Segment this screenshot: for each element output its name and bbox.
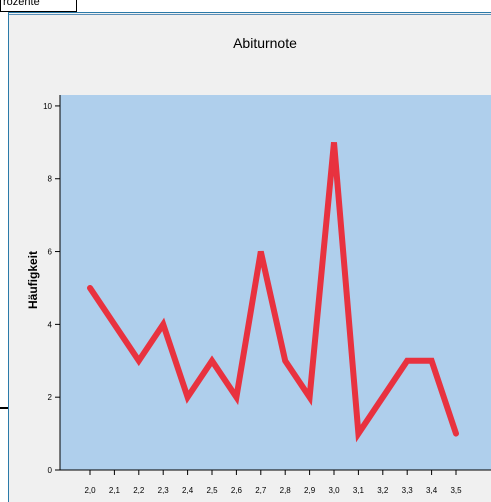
- y-tick-label: 2: [48, 393, 53, 402]
- y-tick-label: 8: [48, 175, 53, 184]
- x-tick-label: 2,8: [280, 486, 292, 495]
- x-tick-label: 2,3: [158, 486, 170, 495]
- x-tick-label: 3,0: [328, 486, 340, 495]
- y-axis-ticks: 0 2 4 6 8 10: [43, 102, 60, 475]
- x-tick-label: 2,4: [182, 486, 194, 495]
- x-tick-label: 3,3: [402, 486, 414, 495]
- x-tick-label: 2,6: [231, 486, 243, 495]
- x-axis-ticks: 2,0 2,1 2,2 2,3 2,4 2,5 2,6 2,7 2,8 2,9 3,0 3,1 3,2 3…: [84, 470, 462, 495]
- x-tick-label: 3,1: [353, 486, 365, 495]
- y-tick-label: 0: [48, 466, 53, 475]
- x-tick-label: 2,5: [206, 486, 218, 495]
- x-tick-label: 2,7: [255, 486, 267, 495]
- x-tick-label: 2,0: [84, 486, 96, 495]
- x-tick-label: 2,1: [109, 486, 121, 495]
- y-tick-label: 10: [43, 102, 52, 111]
- y-axis-label: Häufigkeit: [26, 251, 40, 309]
- y-tick-label: 4: [48, 320, 53, 329]
- y-tick-label: 6: [48, 248, 53, 257]
- plot-area: [60, 95, 491, 470]
- chart-title: Abiturnote: [233, 35, 297, 51]
- x-tick-label: 3,4: [426, 486, 438, 495]
- x-tick-label: 3,2: [377, 486, 389, 495]
- x-tick-label: 2,2: [133, 486, 145, 495]
- x-tick-label: 3,5: [450, 486, 462, 495]
- x-tick-label: 2,9: [304, 486, 316, 495]
